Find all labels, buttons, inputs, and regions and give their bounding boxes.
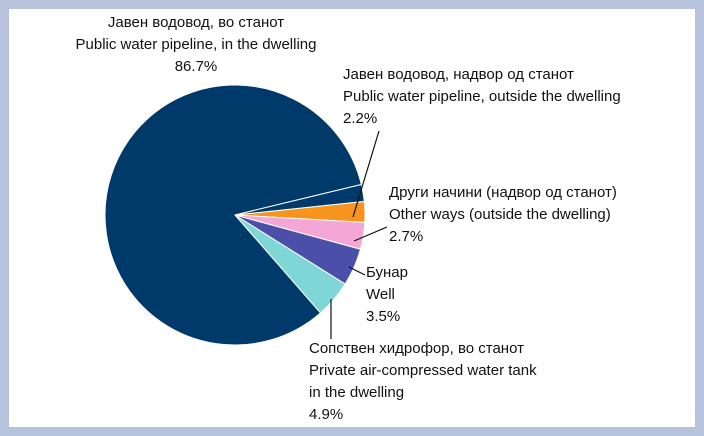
label-inside-en: Public water pipeline, in the dwelling bbox=[75, 36, 317, 53]
label-other-en: Other ways (outside the dwelling) bbox=[389, 206, 611, 223]
label-outside-en: Public water pipeline, outside the dwell… bbox=[343, 88, 621, 105]
label-well-value: 3.5% bbox=[366, 308, 401, 325]
label-well-en: Well bbox=[366, 286, 395, 303]
label-outside-mk: Јавен водовод, надвор од станот bbox=[343, 66, 574, 83]
slice-public-outside bbox=[234, 183, 365, 216]
label-water-tank: Сопствен хидрофор, во станот Private air… bbox=[309, 338, 537, 426]
leader-line-other bbox=[353, 226, 388, 242]
label-tank-en-2: in the dwelling bbox=[309, 384, 405, 401]
label-tank-en: Private air-compressed water tank bbox=[309, 362, 537, 379]
label-other-ways: Други начини (надвор од станот) Other wa… bbox=[389, 182, 617, 248]
label-well-mk: Бунар bbox=[366, 264, 408, 281]
pie-chart bbox=[104, 84, 388, 346]
label-other-mk: Други начини (надвор од станот) bbox=[389, 184, 617, 201]
label-tank-mk: Сопствен хидрофор, во станот bbox=[309, 340, 524, 357]
slice-public-inside bbox=[104, 84, 362, 346]
label-well: Бунар Well 3.5% bbox=[366, 262, 408, 328]
leader-line-well bbox=[348, 266, 366, 276]
label-other-value: 2.7% bbox=[389, 228, 424, 245]
label-outside-value: 2.2% bbox=[343, 110, 378, 127]
label-outside-dwelling: Јавен водовод, надвор од станот Public w… bbox=[343, 64, 621, 130]
chart-frame: Јавен водовод, во станот Public water pi… bbox=[9, 9, 695, 427]
label-inside-value: 86.7% bbox=[174, 58, 218, 75]
label-inside-dwelling: Јавен водовод, во станот Public water pi… bbox=[31, 12, 361, 78]
leader-line-outside bbox=[352, 130, 380, 218]
label-inside-mk: Јавен водовод, во станот bbox=[107, 14, 285, 31]
label-tank-value: 4.9% bbox=[309, 406, 344, 423]
